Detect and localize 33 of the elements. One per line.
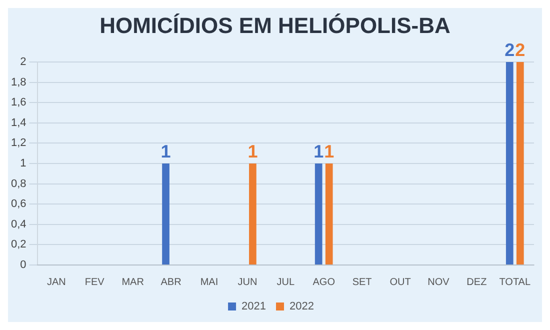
data-label: 1 [314, 141, 324, 162]
y-tick-label: 0 [20, 259, 26, 272]
data-label: 2 [504, 40, 515, 60]
x-tick-label: JUN [238, 276, 258, 288]
x-tick-label: MAI [200, 276, 218, 288]
x-tick-label: ABR [160, 276, 182, 288]
chart-title: HOMICÍDIOS EM HELIÓPOLIS-BA [98, 12, 452, 38]
y-tick-label: 1,2 [10, 137, 26, 150]
data-label: 1 [160, 141, 171, 162]
x-tick-label: JUL [276, 276, 295, 288]
data-label: 1 [248, 141, 258, 162]
y-tick-label: 2 [20, 56, 26, 68]
y-tick-label: 0,6 [10, 198, 26, 210]
data-label: 1 [324, 141, 334, 162]
y-tick-label: 1,6 [10, 96, 26, 109]
x-tick-label: DEZ [466, 276, 487, 288]
y-tick-label: 1,8 [10, 76, 26, 88]
y-tick-label: 1 [20, 158, 26, 170]
legend-label: 2021 [242, 300, 266, 313]
y-tick-label: 0,4 [10, 218, 26, 230]
x-tick-label: TOTAL [499, 276, 531, 288]
x-tick-label: NOV [428, 276, 450, 288]
legend-label: 2022 [290, 300, 314, 313]
x-tick-label: JAN [46, 276, 66, 288]
y-tick-label: 0,2 [10, 238, 26, 251]
x-tick-label: MAR [122, 276, 144, 288]
x-tick-label: AGO [312, 276, 336, 288]
x-tick-label: SET [352, 276, 372, 288]
data-label: 2 [515, 40, 526, 60]
x-tick-label: OUT [390, 276, 411, 288]
y-tick-label: 0,8 [10, 178, 26, 190]
x-tick-label: FEV [84, 276, 105, 288]
y-tick-label: 1,4 [10, 116, 26, 129]
